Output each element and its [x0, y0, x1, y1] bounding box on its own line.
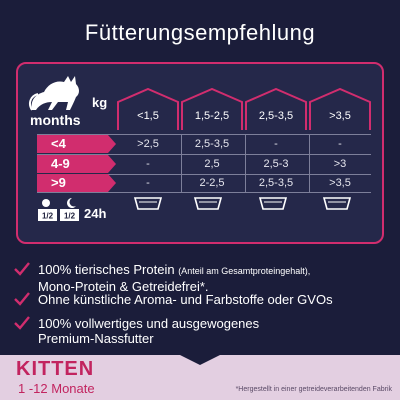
check-icon — [14, 292, 30, 306]
kg-label: kg — [92, 95, 108, 110]
weight-label: <1,5 — [137, 110, 159, 122]
table-cell: 2,5-3,5 — [194, 138, 230, 150]
feature-text: 100% vollwertiges und ausgewogenes Premi… — [38, 316, 260, 346]
sun-moon-icon: 1/2 1/2 — [38, 198, 79, 221]
kitten-label: KITTEN — [16, 358, 95, 380]
food-tray-icon — [258, 197, 288, 210]
divider — [309, 134, 310, 192]
months-label: months — [30, 112, 81, 128]
weight-header-1: <1,5 — [117, 88, 179, 130]
weight-header-2: 1,5-2,5 — [181, 88, 243, 130]
divider — [37, 192, 371, 193]
food-tray-icon — [322, 197, 352, 210]
age-range: 1 -12 Monate — [18, 381, 95, 396]
table-cell: >3,5 — [329, 177, 351, 189]
divider — [181, 134, 182, 192]
food-tray-icon — [193, 197, 223, 210]
cat-silhouette-icon — [29, 76, 79, 111]
table-cell: - — [338, 138, 342, 150]
divider — [245, 134, 246, 192]
weight-label: >3,5 — [329, 110, 351, 122]
food-tray-icon — [133, 197, 163, 210]
footnote: *Hergestellt in einer getreideverarbeite… — [235, 386, 392, 393]
check-icon — [14, 262, 30, 276]
weight-label: 1,5-2,5 — [194, 110, 230, 122]
check-icon — [14, 316, 30, 330]
table-cell: 2-2,5 — [199, 177, 225, 189]
per-day-label: 24h — [84, 206, 107, 221]
divider — [37, 154, 371, 155]
age-cell: >9 — [37, 174, 116, 192]
age-cell: <4 — [37, 135, 116, 153]
table-cell: >2,5 — [137, 138, 159, 150]
weight-header-4: >3,5 — [309, 88, 371, 130]
divider — [37, 174, 371, 175]
table-cell: >3 — [333, 158, 347, 170]
feature-text: Ohne künstliche Aroma- und Farbstoffe od… — [38, 292, 333, 307]
weight-header-3: 2,5-3,5 — [245, 88, 307, 130]
table-cell: - — [274, 138, 278, 150]
feature-text: 100% tierisches Protein (Anteil am Gesam… — [38, 262, 311, 294]
age-cell: 4-9 — [37, 155, 116, 173]
table-cell: - — [146, 177, 150, 189]
table-cell: 2,5 — [204, 158, 220, 170]
table-cell: - — [146, 158, 150, 170]
page-title: Fütterungsempfehlung — [84, 20, 316, 45]
footer-notch — [180, 355, 220, 365]
night-fraction: 1/2 — [64, 212, 76, 221]
day-fraction: 1/2 — [42, 212, 54, 221]
weight-label: 2,5-3,5 — [258, 110, 294, 122]
divider — [37, 134, 371, 135]
table-cell: 2,5-3,5 — [258, 177, 294, 189]
table-cell: 2,5-3 — [263, 158, 289, 170]
